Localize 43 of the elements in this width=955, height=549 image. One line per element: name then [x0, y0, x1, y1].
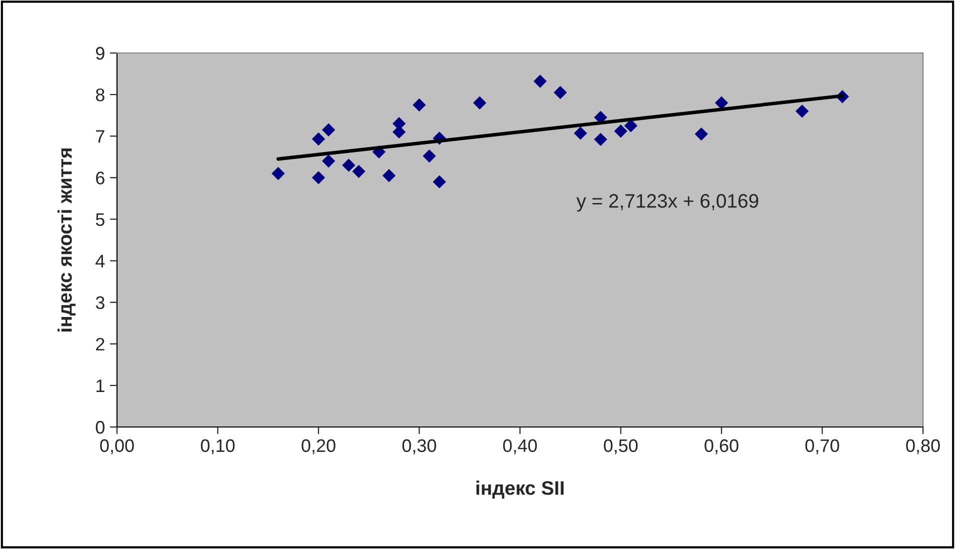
point: [412, 98, 426, 112]
annotation: y = 2,7123x + 6,0169: [576, 194, 758, 212]
y-tick-label: 2: [96, 338, 104, 350]
x-tick-label: 0,60: [704, 439, 738, 454]
point: [714, 96, 728, 110]
point: [322, 154, 336, 168]
y-tick-label: 8: [96, 88, 104, 102]
x-tick-label: 0,00: [100, 439, 134, 454]
y-tick-label: 0: [96, 420, 104, 434]
y-tick-label: 7: [96, 130, 104, 143]
point: [614, 124, 628, 138]
y-tick-label: 9: [96, 46, 104, 60]
y-axis-title: індекс якості життя: [58, 148, 76, 332]
x-tick-label: 0,70: [805, 439, 840, 454]
x-axis-title: індекс SII: [476, 480, 564, 499]
point: [272, 166, 285, 180]
point: [796, 104, 809, 118]
x-tick-label: 0,30: [402, 439, 436, 454]
point: [312, 171, 326, 184]
point: [473, 96, 486, 110]
point: [352, 164, 366, 178]
y-tick-label: 6: [96, 172, 104, 184]
point: [322, 123, 336, 136]
point: [534, 74, 547, 88]
point: [382, 169, 396, 182]
point: [422, 149, 436, 163]
point: [432, 175, 446, 188]
point: [342, 158, 356, 172]
x-tick-label: 0,50: [604, 439, 638, 454]
y-tick-label: 5: [96, 213, 104, 226]
y-tick-label: 4: [96, 254, 105, 268]
x-tick-label: 0,20: [302, 439, 336, 454]
x-tick-label: 0,80: [906, 439, 940, 454]
point: [312, 132, 326, 146]
point: [574, 126, 588, 140]
x-tick-label: 0,10: [200, 439, 235, 454]
point: [694, 127, 708, 141]
x-tick-label: 0,40: [503, 439, 537, 454]
point: [594, 132, 608, 146]
y-tick-label: 3: [96, 296, 104, 310]
point: [554, 86, 567, 100]
point: [624, 119, 638, 132]
y-tick-label: 1: [96, 380, 104, 392]
